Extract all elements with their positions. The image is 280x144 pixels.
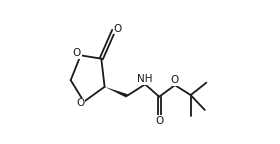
Polygon shape bbox=[105, 87, 128, 98]
Text: O: O bbox=[113, 24, 122, 34]
Text: O: O bbox=[171, 75, 179, 86]
Text: O: O bbox=[76, 98, 84, 108]
Text: NH: NH bbox=[137, 74, 153, 84]
Text: O: O bbox=[155, 115, 163, 126]
Text: O: O bbox=[73, 48, 81, 58]
